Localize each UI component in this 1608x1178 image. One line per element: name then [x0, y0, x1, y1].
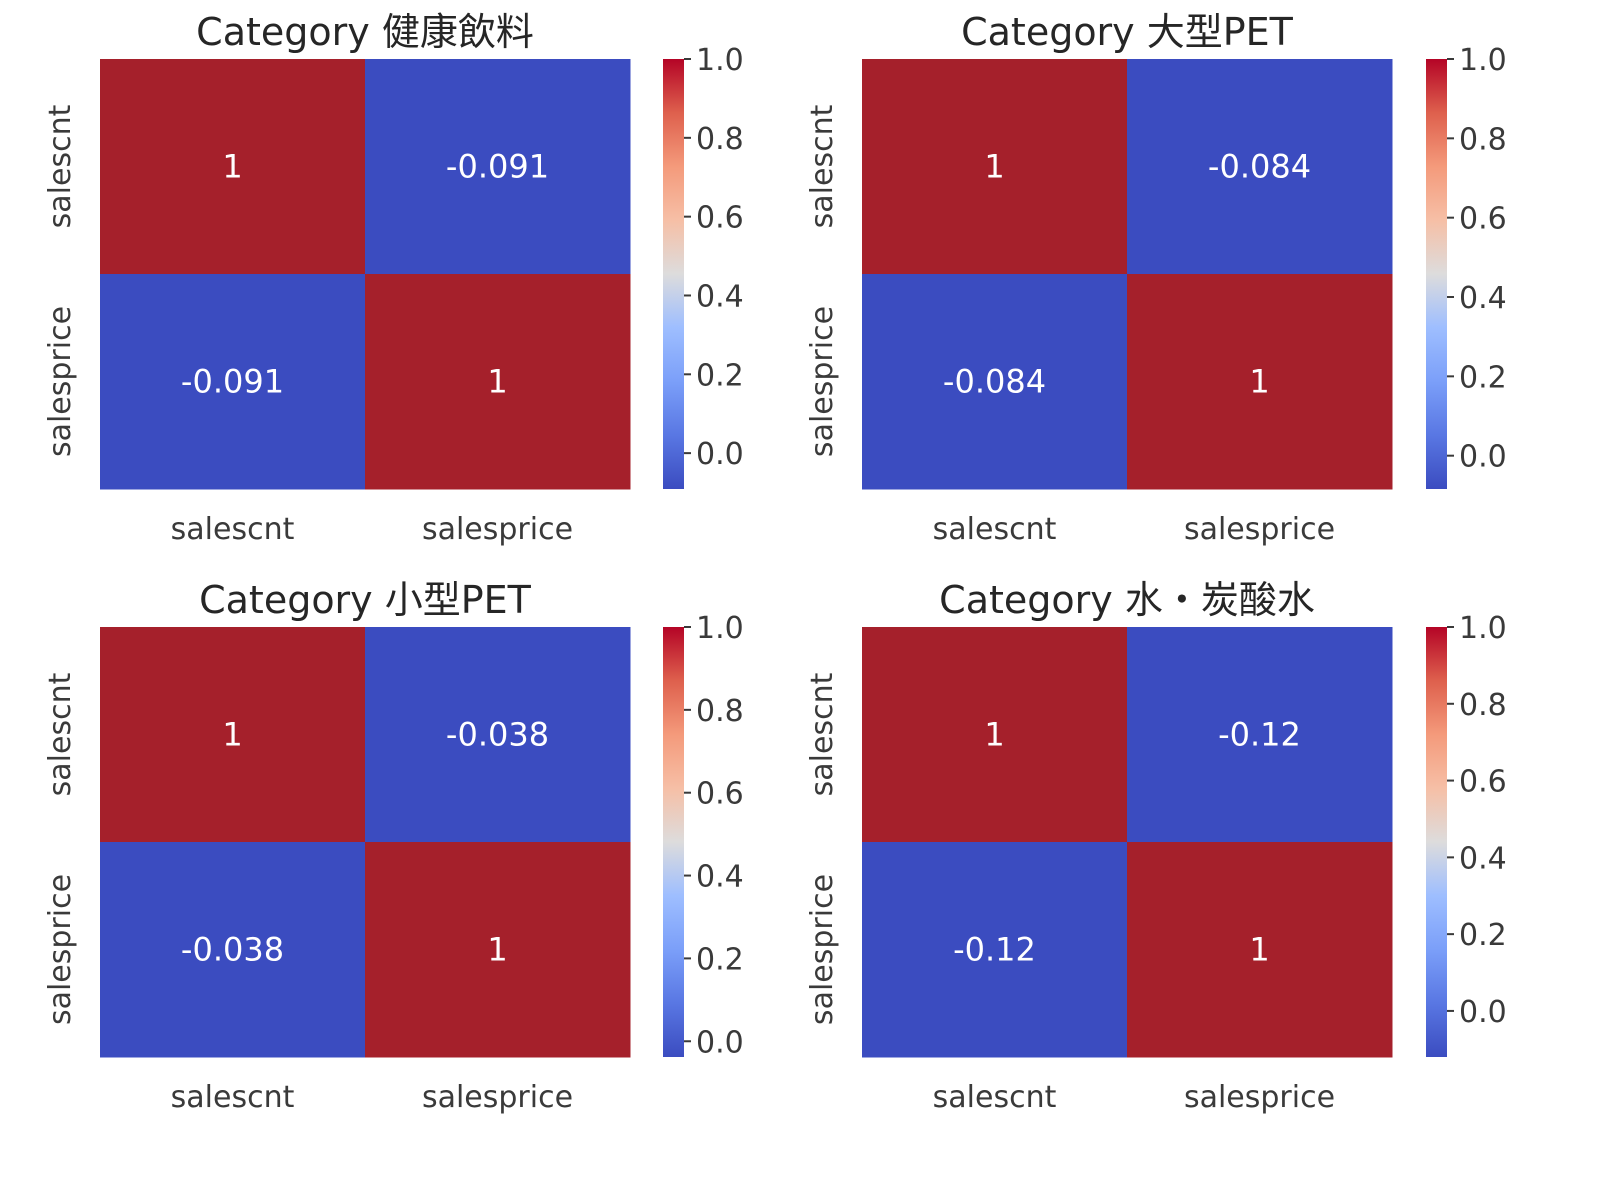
cell-annotation: -0.12: [1218, 716, 1301, 754]
colorbar: [1426, 59, 1447, 489]
colorbar-tick-label: 0.2: [1459, 918, 1507, 953]
chart-title: Category 小型PET: [199, 578, 532, 622]
cell-annotation: 1: [222, 148, 242, 186]
cell-annotation: -0.084: [943, 363, 1046, 401]
cell-annotation: -0.084: [1208, 148, 1311, 186]
colorbar-tick-label: 0.8: [696, 122, 744, 157]
heatmap-cell: [100, 627, 366, 843]
y-tick-label: salescnt: [805, 672, 840, 796]
colorbar-tick-label: 0.0: [1459, 440, 1507, 475]
chart-title: Category 健康飲料: [196, 10, 534, 54]
y-tick-label: salescnt: [43, 104, 78, 228]
x-tick-label: salesprice: [422, 1080, 573, 1115]
colorbar-tick-label: 0.2: [696, 358, 744, 393]
cell-annotation: -0.12: [953, 931, 1036, 969]
y-tick-label: salesprice: [43, 874, 78, 1025]
colorbar-tick-label: 0.0: [696, 437, 744, 472]
x-tick-label: salesprice: [1184, 512, 1335, 547]
colorbar-tick-label: 0.4: [696, 860, 744, 895]
colorbar: [1426, 627, 1447, 1057]
colorbar-tick-label: 0.2: [696, 942, 744, 977]
colorbar-tick-label: 0.0: [1459, 995, 1507, 1030]
heatmap-cell: [1127, 842, 1393, 1058]
colorbar-tick-label: 1.0: [696, 611, 744, 646]
cell-annotation: 1: [222, 716, 242, 754]
y-tick-label: salescnt: [43, 672, 78, 796]
chart-title: Category 大型PET: [961, 10, 1294, 54]
cell-annotation: -0.038: [446, 716, 549, 754]
heatmap-cell: [862, 59, 1128, 275]
colorbar-tick-label: 1.0: [696, 43, 744, 78]
x-tick-label: salescnt: [933, 512, 1057, 547]
x-tick-label: salesprice: [422, 512, 573, 547]
colorbar-tick-label: 0.6: [1459, 765, 1507, 800]
heatmap-cell: [365, 59, 631, 275]
x-tick-label: salescnt: [171, 1080, 295, 1115]
cell-annotation: 1: [984, 148, 1004, 186]
heatmap-cell: [365, 627, 631, 843]
colorbar: [663, 59, 684, 489]
heatmap-cell: [1127, 59, 1393, 275]
heatmap-cell: [365, 842, 631, 1058]
colorbar-tick-label: 0.6: [1459, 202, 1507, 237]
heatmap-cell: [862, 842, 1128, 1058]
heatmap-cell: [1127, 627, 1393, 843]
colorbar-tick-label: 1.0: [1459, 43, 1507, 78]
cell-annotation: 1: [1249, 931, 1269, 969]
heatmap-cell: [862, 274, 1128, 490]
cell-annotation: -0.038: [181, 931, 284, 969]
colorbar: [663, 627, 684, 1057]
colorbar-tick-label: 0.6: [696, 201, 744, 236]
colorbar-tick-label: 0.4: [696, 279, 744, 314]
y-tick-label: salesprice: [43, 306, 78, 457]
cell-annotation: 1: [984, 716, 1004, 754]
x-tick-label: salescnt: [171, 512, 295, 547]
y-tick-label: salesprice: [805, 874, 840, 1025]
chart-title: Category 水・炭酸水: [939, 578, 1315, 622]
colorbar-tick-label: 0.0: [696, 1025, 744, 1060]
heatmap-cell: [100, 274, 366, 490]
heatmap-cell: [100, 59, 366, 275]
cell-annotation: 1: [487, 363, 507, 401]
colorbar-tick-label: 0.2: [1459, 360, 1507, 395]
colorbar-tick-label: 0.6: [696, 777, 744, 812]
cell-annotation: 1: [1249, 363, 1269, 401]
x-tick-label: salesprice: [1184, 1080, 1335, 1115]
heatmap-cell: [862, 627, 1128, 843]
colorbar-tick-label: 0.8: [696, 694, 744, 729]
y-tick-label: salescnt: [805, 104, 840, 228]
colorbar-tick-label: 0.8: [1459, 688, 1507, 723]
cell-annotation: 1: [487, 931, 507, 969]
colorbar-tick-label: 0.8: [1459, 122, 1507, 157]
colorbar-tick-label: 1.0: [1459, 611, 1507, 646]
colorbar-tick-label: 0.4: [1459, 281, 1507, 316]
heatmap-cell: [365, 274, 631, 490]
x-tick-label: salescnt: [933, 1080, 1057, 1115]
heatmap-cell: [1127, 274, 1393, 490]
cell-annotation: -0.091: [181, 363, 284, 401]
cell-annotation: -0.091: [446, 148, 549, 186]
y-tick-label: salesprice: [805, 306, 840, 457]
colorbar-tick-label: 0.4: [1459, 841, 1507, 876]
heatmap-cell: [100, 842, 366, 1058]
